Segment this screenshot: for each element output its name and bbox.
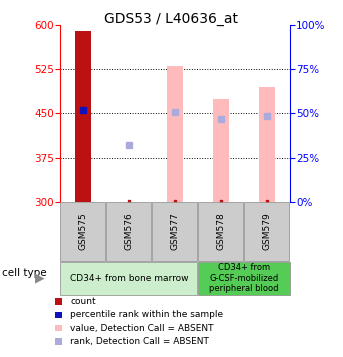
- Bar: [167, 66, 183, 202]
- Bar: [75, 31, 91, 202]
- Text: GSM577: GSM577: [170, 212, 179, 250]
- Text: cell type: cell type: [2, 268, 46, 278]
- Text: GSM579: GSM579: [262, 212, 271, 250]
- Text: rank, Detection Call = ABSENT: rank, Detection Call = ABSENT: [70, 337, 209, 346]
- Text: GSM576: GSM576: [125, 212, 133, 250]
- Text: CD34+ from bone marrow: CD34+ from bone marrow: [70, 273, 188, 283]
- Bar: [259, 87, 275, 202]
- Text: ▶: ▶: [35, 272, 44, 285]
- Text: GSM578: GSM578: [216, 212, 225, 250]
- Text: GSM575: GSM575: [79, 212, 87, 250]
- Text: CD34+ from
G-CSF-mobilized
peripheral blood: CD34+ from G-CSF-mobilized peripheral bl…: [209, 263, 279, 293]
- Text: GDS53 / L40636_at: GDS53 / L40636_at: [105, 12, 238, 26]
- Bar: [213, 99, 229, 202]
- Text: value, Detection Call = ABSENT: value, Detection Call = ABSENT: [70, 323, 214, 333]
- Text: count: count: [70, 297, 96, 306]
- Text: percentile rank within the sample: percentile rank within the sample: [70, 310, 223, 320]
